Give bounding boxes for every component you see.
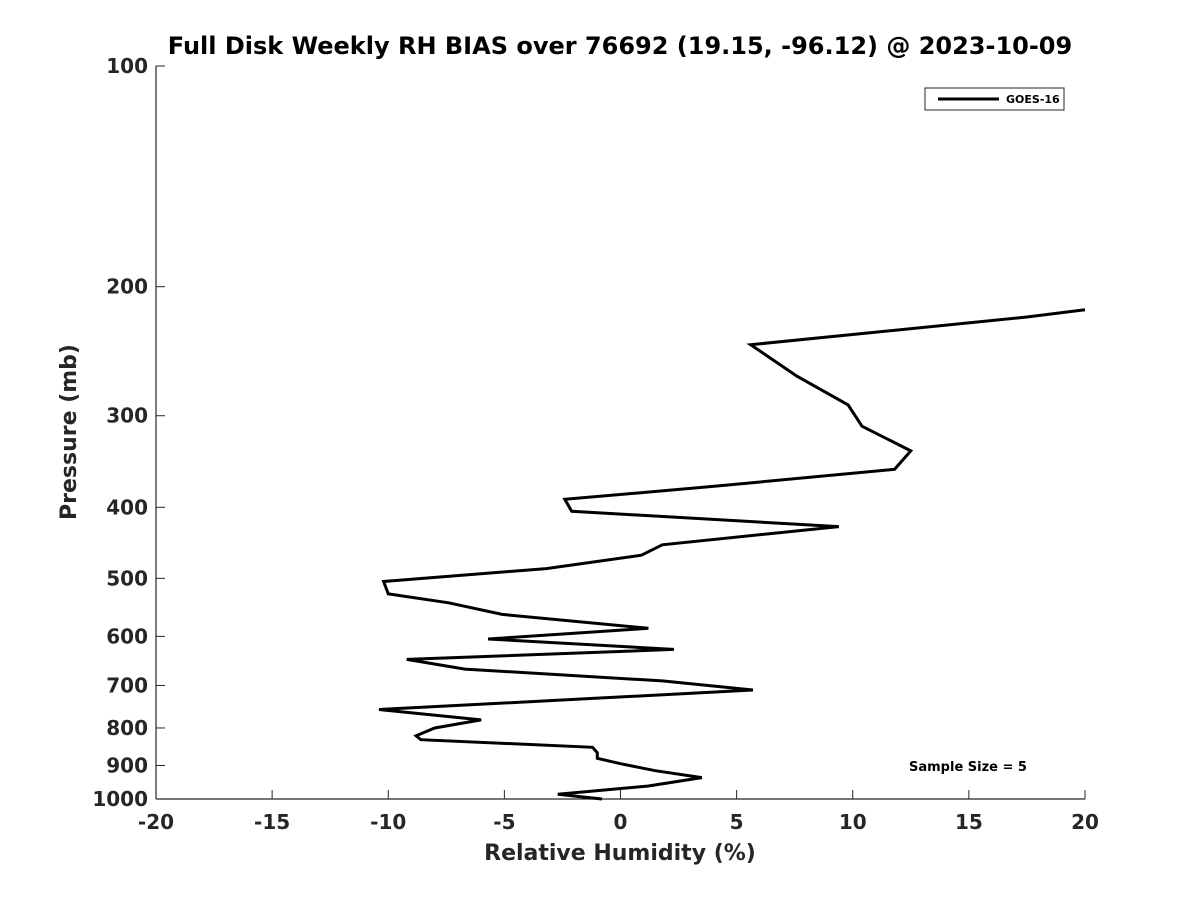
x-tick-label: 5: [730, 810, 744, 834]
x-axis-label: Relative Humidity (%): [484, 841, 756, 866]
sample-size-annotation: Sample Size = 5: [909, 760, 1027, 775]
x-tick-label: -15: [254, 810, 290, 834]
x-tick-label: 20: [1071, 810, 1099, 834]
y-axis-ticks: 100 200 300 400 500 600 700 800 900 1000: [92, 54, 165, 811]
x-tick-label: -20: [138, 810, 174, 834]
y-tick-label: 100: [106, 54, 148, 78]
legend: GOES-16: [924, 87, 1065, 111]
y-tick-label: 700: [106, 673, 148, 697]
legend-entry-goes-16: GOES-16: [1006, 93, 1060, 106]
x-tick-label: -10: [370, 810, 406, 834]
y-axis-label: Pressure (mb): [57, 344, 82, 520]
y-tick-label: 1000: [92, 787, 148, 811]
y-tick-label: 200: [106, 275, 148, 299]
y-tick-label: 300: [106, 404, 148, 428]
y-tick-label: 900: [106, 753, 148, 777]
series-line-goes-16: [378, 308, 1086, 801]
plot-area: [156, 66, 1085, 799]
x-tick-label: -5: [493, 810, 515, 834]
y-tick-label: 800: [106, 716, 148, 740]
x-tick-label: 15: [955, 810, 983, 834]
chart-title: Full Disk Weekly RH BIAS over 76692 (19.…: [168, 32, 1072, 60]
y-tick-label: 400: [106, 495, 148, 519]
x-tick-label: 0: [614, 810, 628, 834]
y-tick-label: 500: [106, 566, 148, 590]
x-axis-ticks: -20 -15 -10 -5 0 5 10 15 20: [138, 790, 1099, 834]
y-tick-label: 600: [106, 624, 148, 648]
x-tick-label: 10: [839, 810, 867, 834]
